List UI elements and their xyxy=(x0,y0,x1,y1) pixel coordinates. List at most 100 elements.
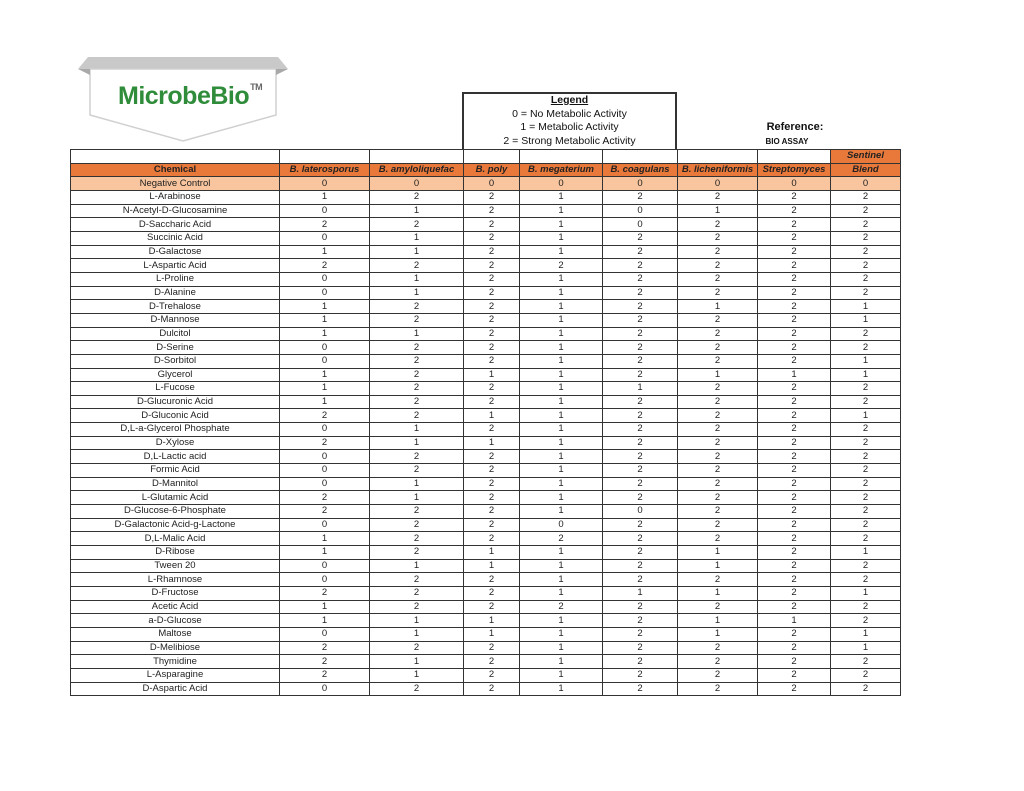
chemical-name: L-Rhamnose xyxy=(70,572,280,587)
empty-cell xyxy=(279,149,370,164)
activity-value: 2 xyxy=(369,340,464,355)
chemical-name: Succinic Acid xyxy=(70,230,280,246)
activity-value: 2 xyxy=(757,203,831,219)
activity-value: 1 xyxy=(369,271,464,287)
table-row: D-Melibiose 2 2 2 1 2 2 2 1 xyxy=(70,640,901,656)
activity-value: 1 xyxy=(369,490,464,506)
logo-text: MicrobeBioTM xyxy=(118,82,263,111)
activity-value: 2 xyxy=(757,531,831,547)
activity-value: 2 xyxy=(830,476,901,492)
activity-value: 1 xyxy=(519,244,603,260)
activity-value: 0 xyxy=(602,504,678,519)
activity-value: 2 xyxy=(757,504,831,519)
activity-value: 2 xyxy=(677,230,758,246)
activity-value: 0 xyxy=(279,572,370,587)
activity-value: 2 xyxy=(602,667,678,683)
activity-value: 0 xyxy=(279,271,370,287)
activity-value: 2 xyxy=(677,599,758,615)
empty-cell xyxy=(602,149,678,164)
activity-value: 2 xyxy=(369,449,464,465)
activity-value: 2 xyxy=(677,667,758,683)
activity-value: 2 xyxy=(757,244,831,260)
activity-value: 2 xyxy=(463,244,520,260)
activity-value: 2 xyxy=(602,463,678,478)
activity-value: 2 xyxy=(677,326,758,342)
activity-value: 2 xyxy=(677,271,758,287)
activity-value: 1 xyxy=(677,545,758,560)
table-row: D-Gluconic Acid 2 2 1 1 2 2 2 1 xyxy=(70,408,901,424)
activity-value: 1 xyxy=(677,586,758,601)
activity-value: 1 xyxy=(830,545,901,560)
activity-value: 1 xyxy=(279,599,370,615)
activity-value: 0 xyxy=(369,176,464,191)
activity-value: 2 xyxy=(463,312,520,328)
activity-value: 2 xyxy=(757,681,831,697)
activity-value: 2 xyxy=(677,217,758,232)
activity-value: 2 xyxy=(463,394,520,410)
activity-value: 2 xyxy=(677,422,758,437)
activity-value: 2 xyxy=(757,312,831,328)
activity-value: 2 xyxy=(369,599,464,615)
activity-value: 2 xyxy=(677,504,758,519)
table-row: L-Proline 0 1 2 1 2 2 2 2 xyxy=(70,271,901,287)
activity-value: 2 xyxy=(279,640,370,656)
table-row: Formic Acid 0 2 2 1 2 2 2 2 xyxy=(70,463,901,478)
activity-value: 2 xyxy=(757,476,831,492)
column-header: B. coagulans xyxy=(602,162,678,178)
activity-value: 2 xyxy=(369,258,464,273)
sentinel-label: Sentinel xyxy=(830,149,901,164)
activity-value: 0 xyxy=(279,626,370,642)
activity-value: 2 xyxy=(757,353,831,369)
activity-value: 2 xyxy=(757,285,831,301)
trademark: TM xyxy=(250,82,263,92)
chemical-name: D-Alanine xyxy=(70,285,280,301)
activity-value: 2 xyxy=(279,504,370,519)
activity-value: 0 xyxy=(279,422,370,437)
table-row: D-Alanine 0 1 2 1 2 2 2 2 xyxy=(70,285,901,301)
activity-value: 2 xyxy=(677,572,758,587)
activity-value: 2 xyxy=(369,504,464,519)
activity-value: 1 xyxy=(369,230,464,246)
activity-value: 2 xyxy=(830,203,901,219)
activity-value: 2 xyxy=(830,572,901,587)
activity-value: 2 xyxy=(602,517,678,533)
activity-value: 1 xyxy=(519,217,603,232)
activity-value: 2 xyxy=(830,681,901,697)
activity-value: 2 xyxy=(677,340,758,355)
activity-value: 1 xyxy=(677,299,758,314)
activity-value: 2 xyxy=(757,667,831,683)
table-row: L-Rhamnose 0 2 2 1 2 2 2 2 xyxy=(70,572,901,587)
table-row: Maltose 0 1 1 1 2 1 2 1 xyxy=(70,626,901,642)
activity-value: 2 xyxy=(369,312,464,328)
activity-value: 1 xyxy=(677,613,758,628)
chemical-name: Acetic Acid xyxy=(70,599,280,615)
activity-value: 2 xyxy=(830,285,901,301)
activity-value: 1 xyxy=(279,613,370,628)
activity-value: 1 xyxy=(677,367,758,383)
activity-value: 2 xyxy=(369,531,464,547)
activity-value: 2 xyxy=(279,654,370,669)
activity-value: 2 xyxy=(677,476,758,492)
chemical-name: D-Ribose xyxy=(70,545,280,560)
activity-value: 2 xyxy=(677,681,758,697)
activity-value: 2 xyxy=(757,449,831,465)
activity-value: 1 xyxy=(519,545,603,560)
activity-value: 1 xyxy=(279,531,370,547)
activity-value: 1 xyxy=(463,367,520,383)
pre-header-row: Sentinel xyxy=(70,149,901,164)
activity-value: 1 xyxy=(519,463,603,478)
activity-value: 2 xyxy=(830,394,901,410)
activity-value: 1 xyxy=(519,490,603,506)
activity-value: 0 xyxy=(519,176,603,191)
activity-value: 2 xyxy=(279,258,370,273)
table-row: L-Glutamic Acid 2 1 2 1 2 2 2 2 xyxy=(70,490,901,506)
activity-value: 1 xyxy=(463,435,520,451)
activity-value: 2 xyxy=(369,408,464,424)
activity-value: 0 xyxy=(519,517,603,533)
activity-value: 2 xyxy=(830,599,901,615)
activity-value: 2 xyxy=(463,189,520,205)
activity-value: 1 xyxy=(830,367,901,383)
activity-value: 2 xyxy=(463,326,520,342)
activity-value: 2 xyxy=(369,217,464,232)
